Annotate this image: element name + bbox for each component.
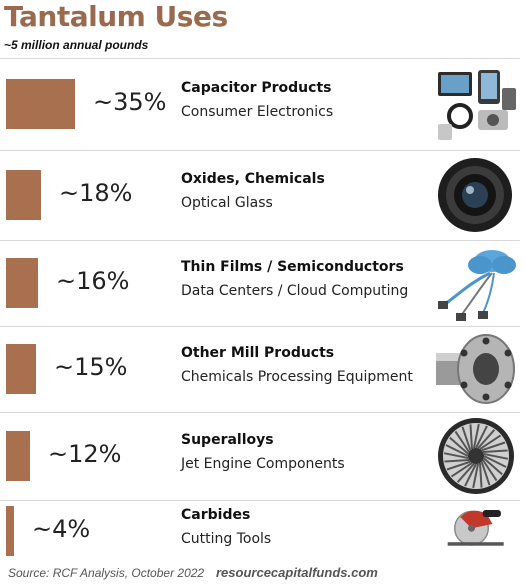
value-label: ~12% xyxy=(48,440,122,468)
category-label: Carbides xyxy=(181,507,251,523)
bar-4 xyxy=(6,344,36,394)
subcategory-label: Chemicals Processing Equipment xyxy=(181,369,413,385)
bar-2 xyxy=(6,170,41,220)
subcategory-label: Cutting Tools xyxy=(181,531,272,547)
category-label: Oxides, Chemicals xyxy=(181,171,325,187)
bar-1 xyxy=(6,79,75,129)
bar-6 xyxy=(6,506,14,556)
site-url: resourcecapitalfunds.com xyxy=(216,565,378,580)
chart-title: Tantalum Uses xyxy=(4,0,228,33)
category-label: Capacitor Products xyxy=(181,80,332,96)
value-label: ~4% xyxy=(32,515,91,543)
chart-subtitle: ~5 million annual pounds xyxy=(4,38,149,52)
value-label: ~16% xyxy=(56,267,130,295)
value-label: ~35% xyxy=(93,88,167,116)
row-divider xyxy=(0,240,520,241)
camera-lens-icon xyxy=(430,155,520,235)
category-label: Other Mill Products xyxy=(181,345,335,361)
value-label: ~18% xyxy=(59,179,133,207)
bar-3 xyxy=(6,258,38,308)
subcategory-label: Jet Engine Components xyxy=(181,456,345,472)
row-divider xyxy=(0,58,520,59)
category-label: Thin Films / Semiconductors xyxy=(181,259,404,275)
row-divider xyxy=(0,326,520,327)
category-label: Superalloys xyxy=(181,432,274,448)
electronics-icon xyxy=(430,64,520,144)
cloud-network-icon xyxy=(430,243,520,323)
source-note: Source: RCF Analysis, October 2022 xyxy=(8,566,205,580)
subcategory-label: Optical Glass xyxy=(181,195,273,211)
row-divider xyxy=(0,150,520,151)
subcategory-label: Consumer Electronics xyxy=(181,104,334,120)
subcategory-label: Data Centers / Cloud Computing xyxy=(181,283,409,299)
circular-saw-icon xyxy=(430,503,520,559)
row-divider xyxy=(0,412,520,413)
pipe-flange-icon xyxy=(430,329,520,409)
bar-5 xyxy=(6,431,30,481)
value-label: ~15% xyxy=(54,353,128,381)
row-divider xyxy=(0,500,520,501)
jet-turbine-icon xyxy=(430,416,520,496)
